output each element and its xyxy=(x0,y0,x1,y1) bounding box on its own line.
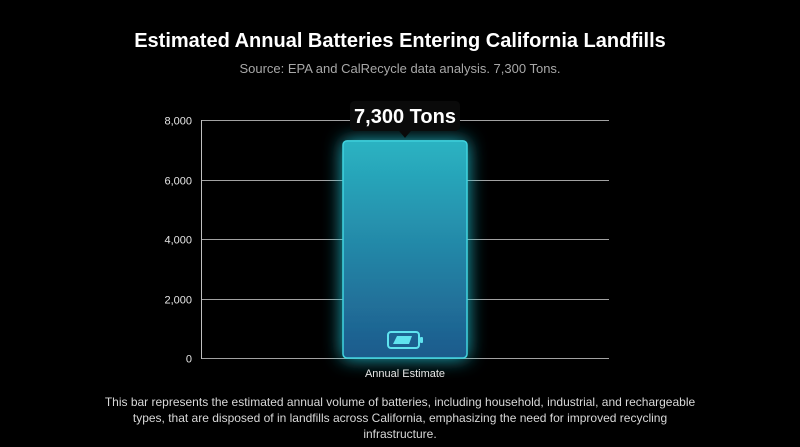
chart-subtitle: Source: EPA and CalRecycle data analysis… xyxy=(239,61,561,76)
battery-charge xyxy=(393,336,412,344)
data-label-callout: 7,300 Tons xyxy=(350,100,460,138)
callout-pointer xyxy=(399,130,411,138)
chart-title: Estimated Annual Batteries Entering Cali… xyxy=(134,30,666,52)
bars xyxy=(342,140,468,359)
battery-terminal xyxy=(420,337,423,343)
y-tick-label: 0 xyxy=(186,354,192,366)
chart-caption: This bar represents the estimated annual… xyxy=(104,395,696,441)
y-axis: 0 2,000 4,000 6,000 8,000 xyxy=(164,116,202,366)
data-label: 7,300 Tons xyxy=(354,106,456,128)
battery-body xyxy=(387,331,420,349)
y-tick-label: 8,000 xyxy=(164,116,192,128)
bar xyxy=(342,140,468,359)
y-tick-label: 4,000 xyxy=(164,235,192,247)
y-tick-label: 6,000 xyxy=(164,176,192,188)
data-labels: Annual Estimate 7,300 Tons xyxy=(350,100,460,380)
battery-icon xyxy=(387,331,423,349)
x-tick-label: Annual Estimate xyxy=(365,368,445,380)
y-tick-label: 2,000 xyxy=(164,295,192,307)
callout-box xyxy=(350,100,460,131)
